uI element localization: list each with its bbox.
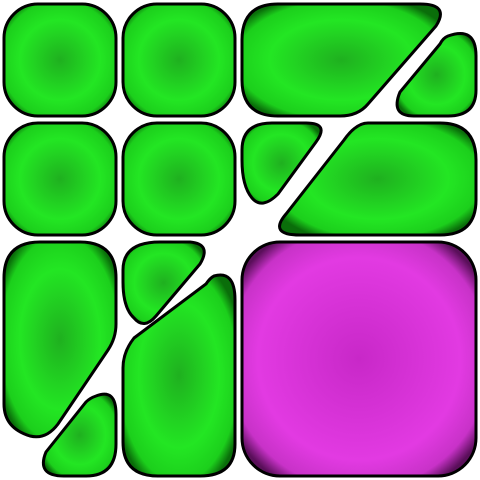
tile-r3-tall-slant[interactable] xyxy=(121,273,237,478)
tile-r1-slant-big[interactable] xyxy=(240,2,442,118)
tile-r3-corner-small[interactable] xyxy=(121,240,206,325)
tile-r3-tall-left[interactable] xyxy=(2,240,118,439)
tile-r2c1[interactable] xyxy=(2,121,118,237)
tile-r4-corner-small[interactable] xyxy=(41,392,118,478)
tile-r2c2[interactable] xyxy=(121,121,237,237)
tile-r1c1[interactable] xyxy=(2,2,118,118)
tile-r1c2[interactable] xyxy=(121,2,237,118)
magenta-block[interactable] xyxy=(240,240,478,478)
tile-r2-corner-small[interactable] xyxy=(240,121,323,205)
tile-r1-corner-small[interactable] xyxy=(395,32,478,118)
tile-r2-slant-big[interactable] xyxy=(278,121,478,237)
